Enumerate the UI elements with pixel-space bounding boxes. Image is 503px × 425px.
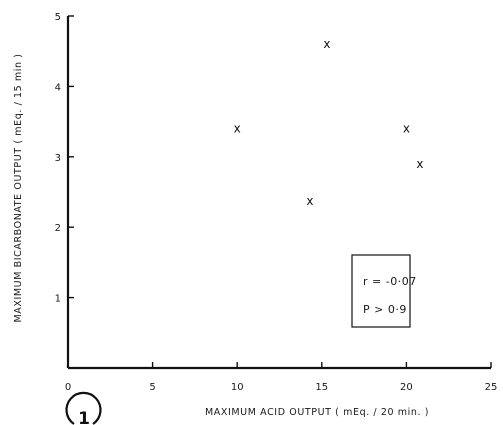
data-point: x bbox=[403, 122, 410, 136]
x-tick-label: 10 bbox=[231, 382, 244, 393]
y-tick-label: 1 bbox=[55, 294, 61, 305]
x-axis-title: MAXIMUM ACID OUTPUT ( mEq. / 20 min. ) bbox=[205, 407, 429, 418]
y-tick-label: 5 bbox=[55, 12, 61, 23]
y-ticks: 1 2 3 4 5 bbox=[55, 12, 74, 305]
x-ticks: 0 5 10 15 20 25 bbox=[65, 362, 498, 393]
y-tick-label: 3 bbox=[55, 153, 61, 164]
y-axis-title: MAXIMUM BICARBONATE OUTPUT ( mEq. / 15 m… bbox=[13, 53, 24, 322]
figure-number: 1 bbox=[78, 409, 90, 425]
axes bbox=[66, 16, 491, 370]
data-point: x bbox=[234, 122, 241, 136]
figure-number-badge: 1 bbox=[65, 391, 102, 425]
x-tick-label: 20 bbox=[400, 382, 413, 393]
stats-annotation-box: r = -0·07 P > 0·9 bbox=[351, 254, 417, 328]
data-point: x bbox=[416, 157, 423, 171]
stats-r-value: r = -0·07 bbox=[363, 275, 417, 288]
x-tick-label: 25 bbox=[485, 382, 498, 393]
x-tick-label: 5 bbox=[149, 382, 155, 393]
data-point: x bbox=[306, 194, 313, 208]
y-tick-label: 4 bbox=[55, 82, 61, 93]
data-points: x x x x x bbox=[234, 37, 424, 208]
x-tick-label: 15 bbox=[315, 382, 328, 393]
x-tick-label: 0 bbox=[65, 382, 71, 393]
stats-box-frame bbox=[351, 254, 411, 328]
data-point: x bbox=[323, 37, 330, 51]
stats-p-value: P > 0·9 bbox=[363, 303, 407, 316]
figure-number-arc bbox=[65, 391, 102, 425]
y-tick-label: 2 bbox=[55, 223, 61, 234]
